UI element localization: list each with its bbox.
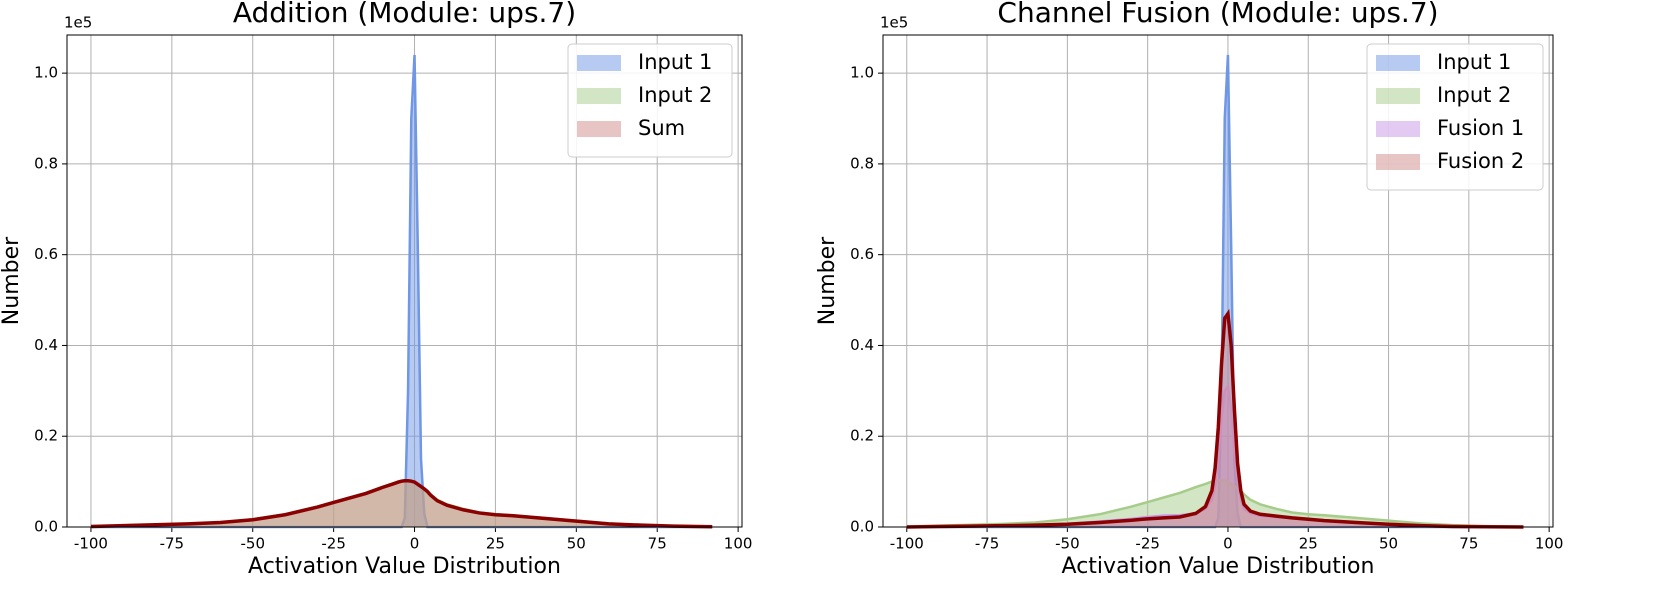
y-axis-label: Number — [815, 236, 840, 325]
legend-swatch — [577, 88, 621, 104]
x-tick-label: 50 — [1379, 535, 1398, 553]
y-tick-label: 0.8 — [850, 154, 874, 172]
panel: -100 -75 -50 -25 0 25 50 75 100 0.0 0.2 0.4 0.6 0.8 1.… — [0, 0, 752, 579]
x-tick-label: -50 — [240, 535, 265, 553]
y-tick-label: 1.0 — [850, 64, 874, 82]
x-tick-label: -75 — [160, 535, 185, 553]
line — [90, 478, 713, 529]
chart-title: Addition (Module: ups.7) — [233, 0, 576, 29]
legend-label: Input 1 — [638, 50, 712, 74]
x-tick-label: 25 — [486, 535, 505, 553]
legend-label: Input 2 — [1437, 83, 1511, 107]
y-tick-label: 0.0 — [850, 518, 874, 536]
y-tick-label: 0.2 — [34, 427, 58, 445]
axes-frame — [882, 34, 1554, 528]
legend-label: Input 2 — [638, 83, 712, 107]
legend-swatch — [577, 121, 621, 137]
area — [90, 480, 713, 527]
legend-swatch — [1376, 121, 1420, 137]
chart-title: Channel Fusion (Module: ups.7) — [997, 0, 1438, 29]
x-axis-label: Activation Value Distribution — [1062, 554, 1375, 579]
x-tick-label: -50 — [1055, 535, 1080, 553]
legend-label: Fusion 2 — [1437, 149, 1524, 173]
x-tick-label: 0 — [410, 535, 420, 553]
y-tick-label: 0.8 — [34, 154, 58, 172]
y-tick-label: 0.4 — [850, 336, 874, 354]
x-tick-label: 75 — [1459, 535, 1478, 553]
x-tick-label: 0 — [1223, 535, 1233, 553]
x-tick-label: -100 — [74, 535, 108, 553]
x-tick-label: 100 — [1535, 535, 1564, 553]
x-axis-label: Activation Value Distribution — [248, 554, 561, 579]
x-tick-label: -25 — [1135, 535, 1160, 553]
x-tick-label: 100 — [724, 535, 753, 553]
legend-label: Sum — [638, 116, 685, 140]
x-tick-label: 50 — [567, 535, 586, 553]
legend-label: Fusion 1 — [1437, 116, 1524, 140]
legend-label: Input 1 — [1437, 50, 1511, 74]
y-tick-label: 1.0 — [34, 64, 58, 82]
y-tick-label: 0.2 — [850, 427, 874, 445]
legend-box — [1366, 43, 1544, 191]
y-tick-label: 0.6 — [850, 245, 874, 263]
legend-swatch — [1376, 55, 1420, 71]
offset-label: 1e5 — [64, 14, 92, 32]
legend-swatch — [577, 55, 621, 71]
y-axis-label: Number — [0, 236, 24, 325]
y-tick-label: 0.0 — [34, 518, 58, 536]
x-tick-label: -75 — [975, 535, 1000, 553]
y-tick-label: 0.6 — [34, 245, 58, 263]
axes-frame — [66, 34, 743, 528]
legend-swatch — [1376, 154, 1420, 170]
area — [906, 313, 1524, 527]
legend-swatch — [1376, 88, 1420, 104]
y-tick-label: 0.4 — [34, 336, 58, 354]
panel: -100 -75 -50 -25 0 25 50 75 100 0.0 0.2 0.4 0.6 0.8 1.… — [815, 0, 1563, 579]
line — [906, 308, 1524, 529]
x-tick-label: -100 — [890, 535, 924, 553]
x-tick-label: -25 — [321, 535, 346, 553]
offset-label: 1e5 — [880, 14, 908, 32]
x-tick-label: 75 — [648, 535, 667, 553]
x-tick-label: 25 — [1299, 535, 1318, 553]
